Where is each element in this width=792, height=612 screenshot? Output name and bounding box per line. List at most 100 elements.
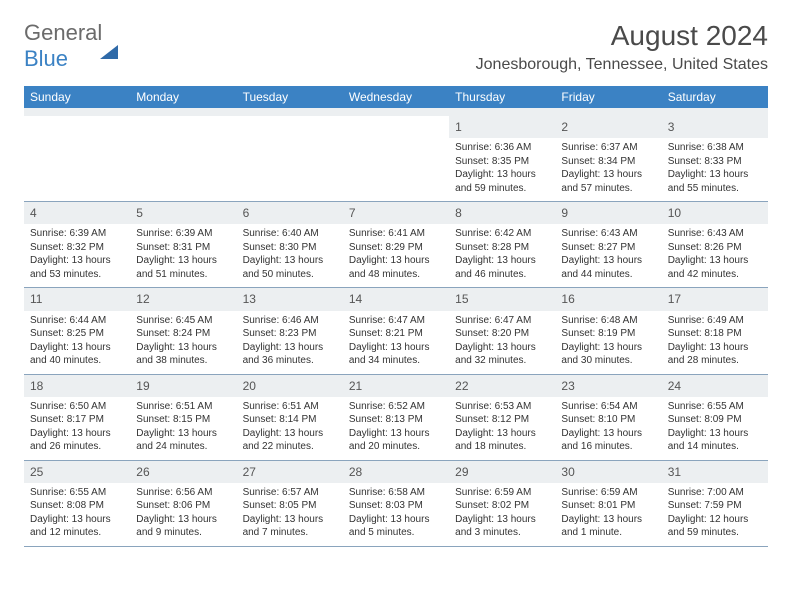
day-daylight: Daylight: 13 hours and 57 minutes.: [561, 168, 655, 195]
day-body: Sunrise: 6:59 AMSunset: 8:02 PMDaylight:…: [449, 483, 555, 546]
day-sunrise: Sunrise: 6:57 AM: [243, 486, 337, 500]
weekday-header: Friday: [555, 90, 661, 104]
day-sunset: Sunset: 8:29 PM: [349, 241, 443, 255]
logo-word-general: General: [24, 20, 102, 45]
day-sunrise: Sunrise: 6:47 AM: [455, 314, 549, 328]
weekday-header: Sunday: [24, 90, 130, 104]
day-number: 13: [237, 288, 343, 310]
day-number: 19: [130, 375, 236, 397]
day-sunset: Sunset: 8:09 PM: [668, 413, 762, 427]
day-cell: 10Sunrise: 6:43 AMSunset: 8:26 PMDayligh…: [662, 202, 768, 287]
day-sunset: Sunset: 8:18 PM: [668, 327, 762, 341]
day-number: 30: [555, 461, 661, 483]
day-number: 6: [237, 202, 343, 224]
calendar: SundayMondayTuesdayWednesdayThursdayFrid…: [24, 86, 768, 547]
day-cell: 3Sunrise: 6:38 AMSunset: 8:33 PMDaylight…: [662, 116, 768, 201]
day-daylight: Daylight: 13 hours and 30 minutes.: [561, 341, 655, 368]
day-daylight: Daylight: 13 hours and 36 minutes.: [243, 341, 337, 368]
day-sunrise: Sunrise: 6:58 AM: [349, 486, 443, 500]
day-body: Sunrise: 6:46 AMSunset: 8:23 PMDaylight:…: [237, 311, 343, 374]
day-cell: 24Sunrise: 6:55 AMSunset: 8:09 PMDayligh…: [662, 375, 768, 460]
day-number: 4: [24, 202, 130, 224]
day-body: Sunrise: 6:36 AMSunset: 8:35 PMDaylight:…: [449, 138, 555, 201]
day-sunset: Sunset: 8:24 PM: [136, 327, 230, 341]
day-number: 7: [343, 202, 449, 224]
day-sunset: Sunset: 8:26 PM: [668, 241, 762, 255]
day-number: 29: [449, 461, 555, 483]
day-sunset: Sunset: 8:05 PM: [243, 499, 337, 513]
day-daylight: Daylight: 13 hours and 9 minutes.: [136, 513, 230, 540]
day-cell: 6Sunrise: 6:40 AMSunset: 8:30 PMDaylight…: [237, 202, 343, 287]
week-row: 1Sunrise: 6:36 AMSunset: 8:35 PMDaylight…: [24, 116, 768, 202]
day-sunrise: Sunrise: 6:44 AM: [30, 314, 124, 328]
week-row: 18Sunrise: 6:50 AMSunset: 8:17 PMDayligh…: [24, 375, 768, 461]
day-sunrise: Sunrise: 6:51 AM: [136, 400, 230, 414]
day-daylight: Daylight: 13 hours and 22 minutes.: [243, 427, 337, 454]
weekday-header: Tuesday: [237, 90, 343, 104]
day-cell: 25Sunrise: 6:55 AMSunset: 8:08 PMDayligh…: [24, 461, 130, 546]
day-sunrise: Sunrise: 6:48 AM: [561, 314, 655, 328]
day-sunrise: Sunrise: 6:40 AM: [243, 227, 337, 241]
day-cell-blank: [130, 116, 236, 201]
day-sunrise: Sunrise: 6:45 AM: [136, 314, 230, 328]
day-daylight: Daylight: 13 hours and 12 minutes.: [30, 513, 124, 540]
day-daylight: Daylight: 12 hours and 59 minutes.: [668, 513, 762, 540]
day-daylight: Daylight: 13 hours and 55 minutes.: [668, 168, 762, 195]
day-body: Sunrise: 6:54 AMSunset: 8:10 PMDaylight:…: [555, 397, 661, 460]
day-number: 25: [24, 461, 130, 483]
day-body: Sunrise: 6:47 AMSunset: 8:20 PMDaylight:…: [449, 311, 555, 374]
day-sunrise: Sunrise: 6:36 AM: [455, 141, 549, 155]
day-daylight: Daylight: 13 hours and 32 minutes.: [455, 341, 549, 368]
day-cell: 2Sunrise: 6:37 AMSunset: 8:34 PMDaylight…: [555, 116, 661, 201]
day-sunset: Sunset: 8:27 PM: [561, 241, 655, 255]
day-number: 26: [130, 461, 236, 483]
day-sunset: Sunset: 8:17 PM: [30, 413, 124, 427]
day-number: 11: [24, 288, 130, 310]
weekday-header: Monday: [130, 90, 236, 104]
day-daylight: Daylight: 13 hours and 1 minute.: [561, 513, 655, 540]
day-daylight: Daylight: 13 hours and 3 minutes.: [455, 513, 549, 540]
day-body: Sunrise: 6:51 AMSunset: 8:14 PMDaylight:…: [237, 397, 343, 460]
day-sunset: Sunset: 8:31 PM: [136, 241, 230, 255]
day-cell-blank: [24, 116, 130, 201]
day-cell: 21Sunrise: 6:52 AMSunset: 8:13 PMDayligh…: [343, 375, 449, 460]
logo: General Blue: [24, 20, 118, 72]
day-daylight: Daylight: 13 hours and 50 minutes.: [243, 254, 337, 281]
day-sunset: Sunset: 8:28 PM: [455, 241, 549, 255]
day-cell: 5Sunrise: 6:39 AMSunset: 8:31 PMDaylight…: [130, 202, 236, 287]
day-daylight: Daylight: 13 hours and 46 minutes.: [455, 254, 549, 281]
day-sunrise: Sunrise: 6:50 AM: [30, 400, 124, 414]
day-sunrise: Sunrise: 7:00 AM: [668, 486, 762, 500]
day-sunrise: Sunrise: 6:42 AM: [455, 227, 549, 241]
day-number: 27: [237, 461, 343, 483]
day-sunset: Sunset: 8:08 PM: [30, 499, 124, 513]
day-cell: 11Sunrise: 6:44 AMSunset: 8:25 PMDayligh…: [24, 288, 130, 373]
day-sunset: Sunset: 8:10 PM: [561, 413, 655, 427]
day-sunset: Sunset: 8:03 PM: [349, 499, 443, 513]
day-daylight: Daylight: 13 hours and 5 minutes.: [349, 513, 443, 540]
day-number: 24: [662, 375, 768, 397]
day-body: Sunrise: 6:41 AMSunset: 8:29 PMDaylight:…: [343, 224, 449, 287]
day-cell: 19Sunrise: 6:51 AMSunset: 8:15 PMDayligh…: [130, 375, 236, 460]
day-number: 12: [130, 288, 236, 310]
day-sunrise: Sunrise: 6:51 AM: [243, 400, 337, 414]
day-daylight: Daylight: 13 hours and 26 minutes.: [30, 427, 124, 454]
day-number: 22: [449, 375, 555, 397]
day-daylight: Daylight: 13 hours and 18 minutes.: [455, 427, 549, 454]
day-cell: 23Sunrise: 6:54 AMSunset: 8:10 PMDayligh…: [555, 375, 661, 460]
logo-word-blue: Blue: [24, 46, 68, 71]
day-number: 8: [449, 202, 555, 224]
day-cell: 17Sunrise: 6:49 AMSunset: 8:18 PMDayligh…: [662, 288, 768, 373]
day-sunrise: Sunrise: 6:47 AM: [349, 314, 443, 328]
day-sunrise: Sunrise: 6:59 AM: [455, 486, 549, 500]
day-sunset: Sunset: 8:02 PM: [455, 499, 549, 513]
day-number: 20: [237, 375, 343, 397]
day-daylight: Daylight: 13 hours and 7 minutes.: [243, 513, 337, 540]
day-cell: 29Sunrise: 6:59 AMSunset: 8:02 PMDayligh…: [449, 461, 555, 546]
day-daylight: Daylight: 13 hours and 24 minutes.: [136, 427, 230, 454]
day-sunrise: Sunrise: 6:54 AM: [561, 400, 655, 414]
day-cell: 26Sunrise: 6:56 AMSunset: 8:06 PMDayligh…: [130, 461, 236, 546]
weekday-header-row: SundayMondayTuesdayWednesdayThursdayFrid…: [24, 86, 768, 108]
day-sunset: Sunset: 8:12 PM: [455, 413, 549, 427]
spacer-row: [24, 108, 768, 116]
